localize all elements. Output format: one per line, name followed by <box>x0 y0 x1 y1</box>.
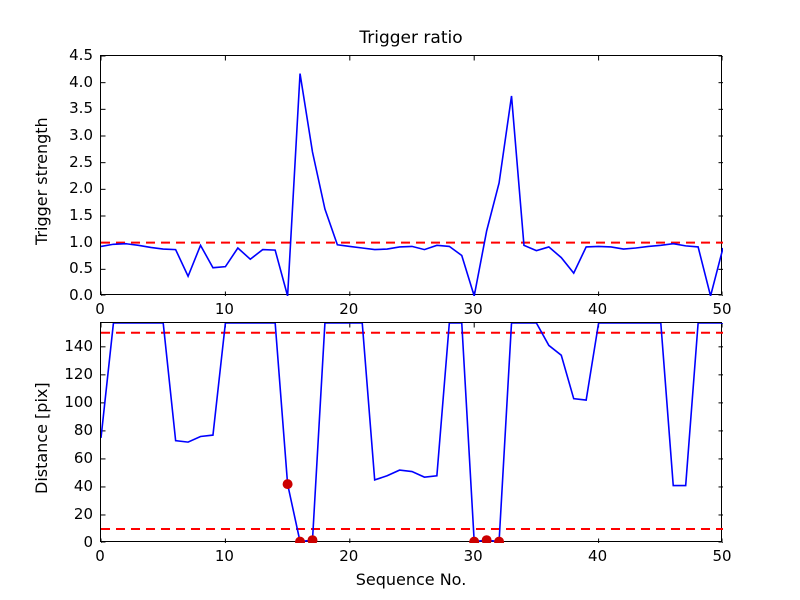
plot-area-distance <box>100 322 723 543</box>
top-y-tick-label: 2.5 <box>69 152 93 171</box>
top-x-tick-label: 0 <box>95 300 105 318</box>
data-series-line <box>101 73 723 296</box>
top-y-tick-label: 0.5 <box>69 259 93 278</box>
bot-y-tick-label: 20 <box>73 504 93 523</box>
top-y-tick-label: 3.0 <box>69 126 93 144</box>
bot-y-tick-label: 100 <box>64 392 93 411</box>
top-y-tick-label: 3.5 <box>69 99 93 118</box>
data-point-marker <box>282 479 293 490</box>
bot-y-tick-label: 0 <box>83 533 93 551</box>
bot-x-tick-label: 30 <box>463 547 483 565</box>
plot-svg-distance <box>101 323 723 543</box>
top-y-tick-label: 4.5 <box>69 46 93 64</box>
bot-x-tick-label: 50 <box>712 547 732 565</box>
top-x-tick-label: 20 <box>339 300 359 318</box>
plot-area-trigger-ratio <box>100 55 723 296</box>
bot-x-tick-label: 0 <box>95 547 105 565</box>
bot-y-tick-label: 40 <box>73 476 93 495</box>
top-x-tick-label: 10 <box>214 300 234 318</box>
bot-y-tick-label: 80 <box>73 420 93 439</box>
data-point-marker <box>295 536 306 543</box>
top-y-tick-label: 0.0 <box>69 286 93 304</box>
data-series-line <box>101 323 723 543</box>
top-y-tick-label: 1.5 <box>69 206 93 224</box>
bot-x-tick-label: 20 <box>339 547 359 565</box>
data-point-marker <box>494 536 505 543</box>
x-axis-label-sequence-no-bottom: Sequence No. <box>355 570 467 589</box>
data-point-marker <box>307 535 318 543</box>
top-x-tick-label: 50 <box>712 300 732 318</box>
bot-y-tick-label: 60 <box>73 448 93 467</box>
top-x-tick-label: 30 <box>463 300 483 318</box>
top-y-tick-label: 1.0 <box>69 232 93 251</box>
bot-x-tick-label: 10 <box>214 547 234 565</box>
bot-y-tick-label: 140 <box>64 336 93 355</box>
chart-title-trigger-ratio: Trigger ratio <box>359 28 463 48</box>
bot-y-tick-label: 120 <box>64 364 93 383</box>
data-point-marker <box>481 535 492 543</box>
bot-x-tick-label: 40 <box>588 547 608 565</box>
top-y-tick-label: 4.0 <box>69 72 93 91</box>
data-point-marker <box>469 536 480 543</box>
top-x-tick-label: 40 <box>588 300 608 318</box>
plot-svg-trigger-ratio <box>101 56 723 296</box>
top-y-tick-label: 2.0 <box>69 179 93 198</box>
